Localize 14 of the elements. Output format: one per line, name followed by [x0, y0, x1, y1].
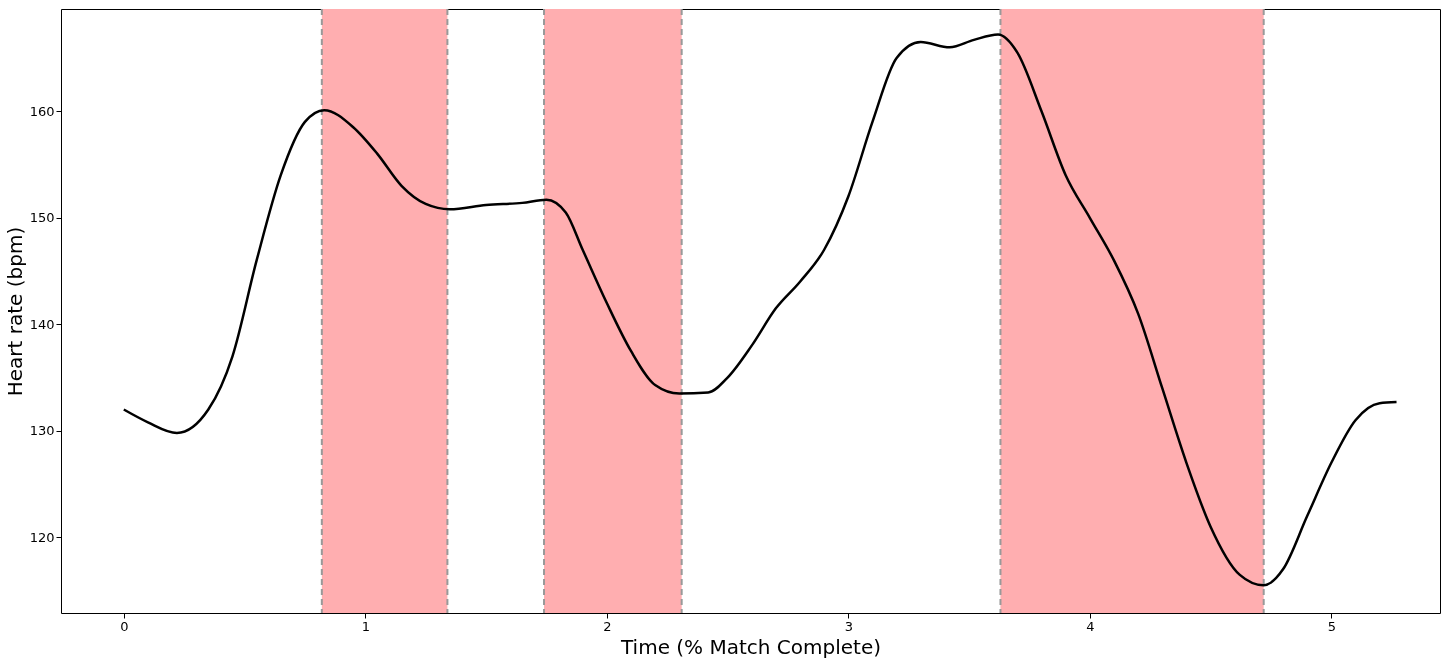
- line-series: [122, 33, 1398, 587]
- x-tick-label: 5: [1327, 618, 1336, 634]
- y-tick-label: 150: [29, 210, 55, 226]
- x-tick-label: 1: [361, 618, 370, 634]
- y-tick-label: 130: [29, 423, 55, 439]
- x-axis-title: Time (% Match Complete): [619, 634, 882, 659]
- y-axis-title: Heart rate (bpm): [2, 226, 27, 397]
- x-tick-label: 0: [120, 618, 129, 634]
- y-tick-label: 140: [29, 316, 55, 332]
- x-tick-label: 2: [603, 618, 612, 634]
- x-tick-label: 3: [844, 618, 853, 634]
- x-tick-label: 4: [1086, 618, 1095, 634]
- y-tick-label: 160: [29, 103, 55, 119]
- y-tick-label: 120: [29, 529, 55, 545]
